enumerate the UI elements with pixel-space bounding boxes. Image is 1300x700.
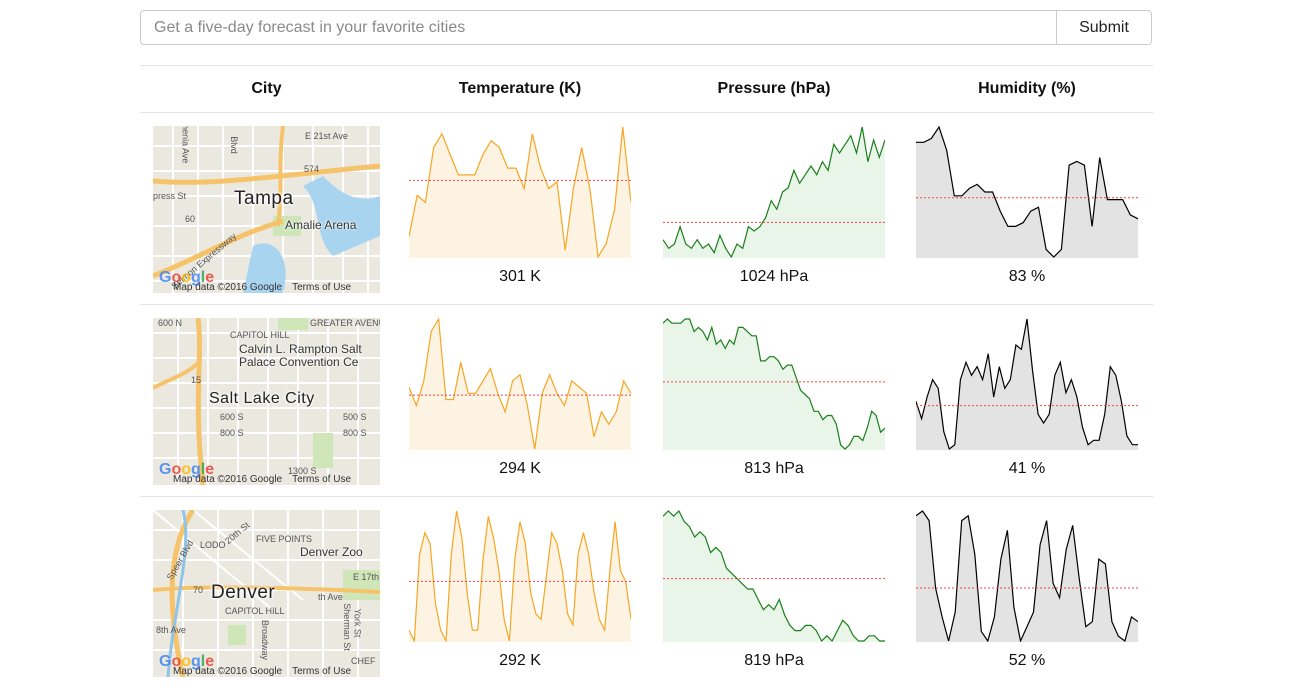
map-data-credit: Map data ©2016 Google: [173, 282, 283, 293]
humidity-series-line: [916, 510, 1138, 642]
temperature-value: 301 K: [499, 268, 541, 285]
map-street-label: Blvd: [228, 136, 239, 154]
humidity-area-fill: [916, 127, 1138, 258]
map-poi-label: Amalie Arena: [285, 218, 357, 232]
pressure-area-fill: [663, 127, 885, 258]
map-data-credit: Map data ©2016 Google: [173, 474, 283, 485]
map-street-label: 1300 S: [288, 466, 317, 476]
pressure-sparkline: [663, 509, 885, 642]
map-street-label: E 17th: [353, 572, 380, 582]
table-top-border: [140, 65, 1153, 66]
map-route-label: 70: [193, 585, 204, 595]
row-divider: [140, 496, 1153, 497]
temperature-value: 292 K: [499, 652, 541, 669]
map-attribution: Map data ©2016 Google Terms of Use: [173, 474, 361, 485]
city-map-salt-lake-city[interactable]: Salt Lake City Calvin L. Rampton Salt Pa…: [153, 318, 380, 485]
map-street-label: 600 N: [158, 318, 183, 328]
city-map-tampa[interactable]: Tampa Amalie Arena E 21st Ave 574 60 pre…: [153, 126, 380, 293]
map-street-label: th Ave: [318, 592, 343, 602]
temperature-area-fill: [409, 127, 631, 258]
map-district-label: GREATER AVENUES: [310, 318, 380, 328]
map-street-label: rmenia Ave: [180, 126, 191, 164]
humidity-series-line: [916, 318, 1138, 450]
temperature-series-line: [409, 317, 631, 450]
map-street-label: 600 S: [220, 412, 244, 422]
terms-of-use-link[interactable]: Terms of Use: [292, 474, 352, 485]
map-district-label: LODO: [200, 540, 226, 550]
humidity-area-fill: [916, 511, 1138, 642]
map-street-label: Broadway: [260, 619, 271, 661]
map-city-label: Denver: [211, 582, 276, 603]
header-city: City: [251, 80, 282, 97]
humidity-sparkline: [916, 318, 1138, 450]
temperature-sparkline: [409, 317, 631, 450]
pressure-area-fill: [663, 319, 885, 450]
temperature-value: 294 K: [499, 460, 541, 477]
temperature-series-line: [409, 510, 631, 642]
map-streets: [153, 510, 380, 677]
map-district-label: CAPITOL HILL: [225, 606, 285, 616]
humidity-series-line: [916, 125, 1138, 258]
map-route-label: 15: [191, 375, 202, 385]
map-street-label: press St: [153, 191, 187, 201]
temperature-sparkline: [409, 126, 631, 258]
humidity-value: 41 %: [1008, 460, 1046, 477]
terms-of-use-link[interactable]: Terms of Use: [292, 282, 352, 293]
map-attribution: Map data ©2016 Google Terms of Use: [173, 282, 361, 293]
map-district-label: FIVE POINTS: [256, 534, 313, 544]
map-city-label: Tampa: [234, 188, 294, 209]
city-map-denver[interactable]: Denver Denver Zoo LODO FIVE POINTS 70 CA…: [153, 510, 380, 677]
map-city-label: Salt Lake City: [209, 390, 315, 407]
temperature-area-fill: [409, 511, 631, 642]
map-poi-label: Denver Zoo: [300, 545, 363, 559]
temperature-series-line: [409, 126, 631, 258]
google-logo: Google: [159, 461, 215, 478]
pressure-series-line: [663, 126, 885, 258]
header-pressure: Pressure (hPa): [717, 80, 831, 97]
pressure-value: 813 hPa: [744, 460, 804, 477]
pressure-value: 819 hPa: [744, 652, 804, 669]
header-bottom-border: [140, 112, 1153, 113]
header-humidity: Humidity (%): [978, 80, 1076, 97]
map-poi-label: Calvin L. Rampton Salt Palace Convention…: [239, 342, 362, 369]
map-route-label: 60: [185, 214, 196, 224]
humidity-value: 52 %: [1008, 652, 1046, 669]
city-search-input[interactable]: [140, 10, 1057, 45]
map-district-label: CAPITOL HILL: [230, 330, 290, 340]
submit-button[interactable]: Submit: [1056, 10, 1152, 45]
map-streets: [153, 126, 380, 293]
google-logo: Google: [159, 269, 215, 286]
pressure-area-fill: [663, 511, 885, 642]
header-temperature: Temperature (K): [458, 80, 582, 97]
humidity-sparkline: [916, 510, 1138, 642]
map-street-label: E 21st Ave: [305, 131, 348, 141]
google-logo: Google: [159, 653, 215, 670]
pressure-series-line: [663, 509, 885, 642]
map-attribution: Map data ©2016 Google Terms of Use: [173, 666, 361, 677]
map-street-label: 500 S: [343, 412, 367, 422]
row-divider: [140, 304, 1153, 305]
pressure-series-line: [663, 318, 885, 450]
temperature-area-fill: [409, 319, 631, 450]
map-street-label: 800 S: [343, 428, 367, 438]
pressure-sparkline: [663, 318, 885, 450]
map-street-label: 800 S: [220, 428, 244, 438]
pressure-value: 1024 hPa: [739, 268, 809, 285]
map-street-label: 8th Ave: [156, 625, 186, 635]
map-street-label: York St: [352, 608, 363, 638]
map-streets: [153, 318, 380, 485]
search-form: Submit: [140, 10, 1152, 45]
map-street-label: Sherman St: [341, 603, 352, 651]
temperature-sparkline: [409, 510, 631, 642]
humidity-area-fill: [916, 319, 1138, 450]
humidity-value: 83 %: [1008, 268, 1046, 285]
map-data-credit: Map data ©2016 Google: [173, 666, 283, 677]
humidity-sparkline: [916, 125, 1138, 258]
pressure-sparkline: [663, 126, 885, 258]
map-district-label: CHEF: [351, 656, 376, 666]
terms-of-use-link[interactable]: Terms of Use: [292, 666, 352, 677]
map-route-label: 574: [304, 164, 320, 174]
